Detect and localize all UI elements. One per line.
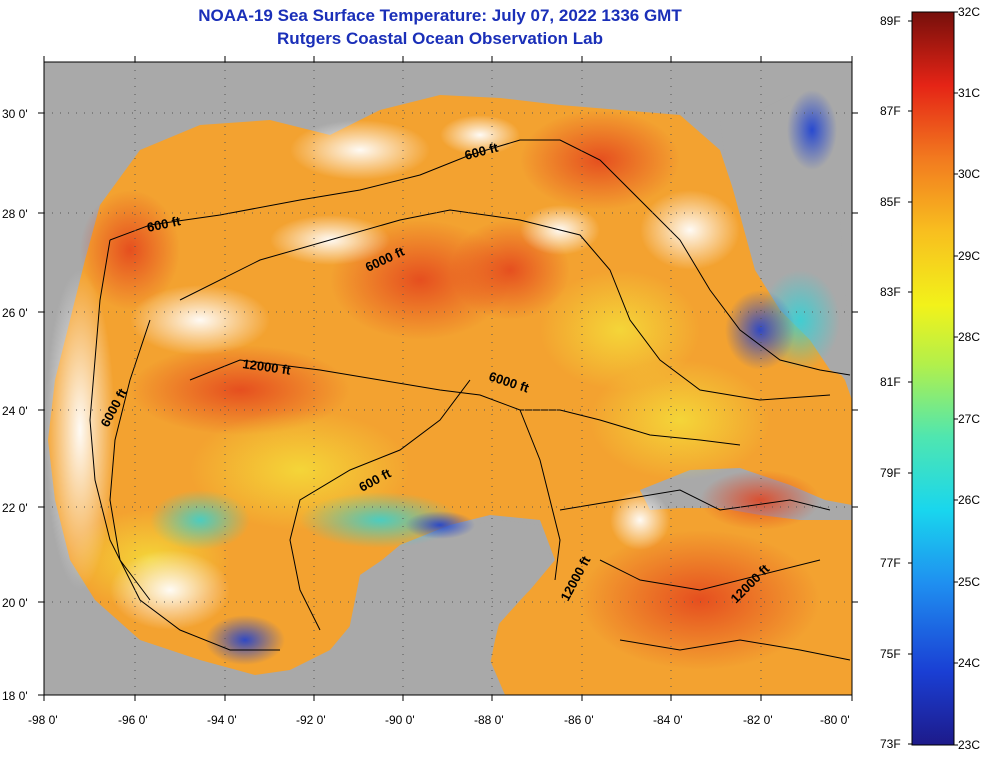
title-line-1: NOAA-19 Sea Surface Temperature: July 07… — [198, 6, 682, 25]
colorbar-label-c: 25C — [958, 575, 980, 589]
colorbar-label-c: 28C — [958, 330, 980, 344]
lat-label: 30 0' — [2, 107, 28, 121]
lon-label: -98 0' — [28, 713, 58, 727]
colorbar-label-f: 75F — [880, 647, 901, 661]
lat-label: 18 0' — [2, 689, 28, 703]
colorbar-label-c: 29C — [958, 249, 980, 263]
colorbar-label-f: 85F — [880, 195, 901, 209]
colorbar-label-c: 27C — [958, 412, 980, 426]
lon-label: -88 0' — [474, 713, 504, 727]
colorbar-ticks — [908, 11, 958, 746]
colorbar-label-c: 30C — [958, 167, 980, 181]
colorbar-label-c: 32C — [958, 5, 980, 19]
map-frame — [43, 61, 853, 696]
colorbar-label-f: 81F — [880, 375, 901, 389]
bathymetry-contours — [89, 139, 851, 661]
contour-label: 12000 ft — [242, 356, 293, 378]
yucatan-land — [330, 520, 552, 695]
lon-label: -94 0' — [207, 713, 237, 727]
lon-label: -86 0' — [564, 713, 594, 727]
colorbar-label-c: 26C — [958, 493, 980, 507]
lat-label: 22 0' — [2, 501, 28, 515]
lat-label: 26 0' — [2, 306, 28, 320]
colorbar-label-f: 89F — [880, 14, 901, 28]
colorbar-label-c: 24C — [958, 656, 980, 670]
contour-label: 600 ft — [146, 213, 183, 235]
colorbar-label-f: 73F — [880, 737, 901, 751]
lat-label: 28 0' — [2, 207, 28, 221]
colorbar-label-f: 83F — [880, 285, 901, 299]
lat-label: 20 0' — [2, 596, 28, 610]
colorbar — [911, 11, 955, 746]
lat-label: 24 0' — [2, 404, 28, 418]
axis-ticks — [38, 56, 858, 701]
colorbar-label-f: 87F — [880, 104, 901, 118]
lon-label: -90 0' — [385, 713, 415, 727]
lon-label: -92 0' — [296, 713, 326, 727]
colorbar-label-f: 77F — [880, 556, 901, 570]
colorbar-label-c: 23C — [958, 738, 980, 752]
colorbar-label-c: 31C — [958, 86, 980, 100]
lon-label: -96 0' — [118, 713, 148, 727]
sst-field — [45, 90, 840, 670]
lon-label: -84 0' — [653, 713, 683, 727]
lon-label: -82 0' — [743, 713, 773, 727]
title-line-2: Rutgers Coastal Ocean Observation Lab — [277, 29, 603, 48]
lon-label: -80 0' — [820, 713, 850, 727]
colorbar-label-f: 79F — [880, 466, 901, 480]
